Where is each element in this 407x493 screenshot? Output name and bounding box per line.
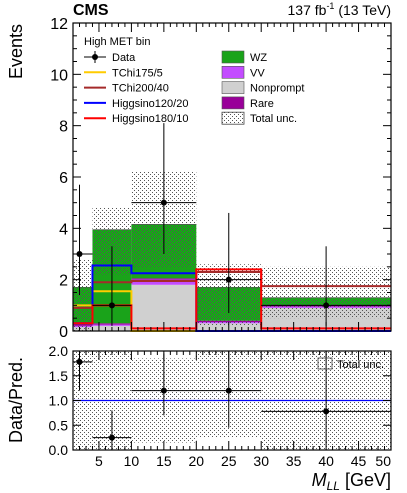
x-tick-label: 50 — [375, 453, 391, 469]
main-y-tick-label: 2 — [59, 273, 68, 290]
ratio-point — [225, 387, 232, 394]
ratio-legend-label: Total unc. — [337, 359, 384, 371]
main-y-tick-label: 4 — [59, 221, 68, 238]
ratio-point — [76, 358, 83, 365]
legend-swatch-nonprompt — [221, 81, 245, 94]
x-tick-label: 10 — [124, 453, 140, 469]
legend-label-vv: VV — [250, 67, 265, 79]
legend-swatch-vv — [221, 66, 245, 79]
main-y-axis-label: Events — [6, 24, 26, 79]
experiment-label: CMS — [73, 2, 109, 19]
legend-label-wz: WZ — [250, 52, 267, 64]
main-panel: 0 2 4 6 8 10 12 Events High MET bin Data TChi17… — [6, 16, 392, 341]
ratio-y-tick-label: 2.0 — [49, 343, 69, 359]
main-y-tick-label: 0 — [59, 324, 68, 341]
ratio-axes: 0.0 0.5 1.0 1.5 2.0 5 10 15 20 25 30 35 40 45 50 — [49, 343, 392, 469]
ratio-legend-swatch — [317, 357, 333, 370]
legend-label-higgsino120-20: Higgsino120/20 — [112, 98, 188, 110]
legend-label-total-unc: Total unc. — [250, 113, 297, 125]
legend-swatch-wz — [221, 50, 245, 64]
ratio-y-tick-label: 0.5 — [49, 417, 69, 433]
legend-label-tchi175-5: TChi175/5 — [112, 67, 163, 79]
lumi-exponent: -1 — [326, 1, 334, 11]
legend-swatch-rare — [221, 96, 245, 110]
x-tick-label: 15 — [156, 453, 172, 469]
ratio-point — [160, 387, 167, 394]
x-tick-label: 40 — [318, 453, 334, 469]
legend-label-nonprompt: Nonprompt — [250, 83, 304, 95]
x-axis-label-sub: LL — [327, 479, 340, 493]
ratio-point — [108, 434, 115, 441]
ratio-y-tick-label: 1.0 — [49, 393, 69, 409]
legend-label-data: Data — [112, 52, 136, 64]
main-y-tick-label: 6 — [59, 170, 68, 187]
legend-label-rare: Rare — [250, 98, 274, 110]
ratio-plot-area — [73, 351, 391, 450]
ratio-point — [323, 408, 330, 415]
main-axes: 0 2 4 6 8 10 12 — [50, 16, 392, 341]
data-point — [225, 276, 232, 283]
x-tick-label: 20 — [189, 453, 205, 469]
stack-bar-rare — [131, 278, 197, 280]
x-axis-label: MLL [GeV] — [312, 470, 391, 493]
legend-data-marker — [92, 54, 98, 60]
main-y-tick-label: 8 — [59, 119, 68, 136]
x-tick-label: 30 — [253, 453, 269, 469]
data-point — [160, 199, 167, 206]
x-tick-label: 35 — [286, 453, 302, 469]
x-tick-label: 45 — [351, 453, 367, 469]
lumi-energy: (13 TeV) — [334, 2, 391, 18]
data-point — [108, 302, 115, 309]
ratio-y-tick-label: 1.5 — [49, 368, 69, 384]
main-y-tick-label: 10 — [50, 67, 68, 84]
category-title: High MET bin — [84, 36, 150, 48]
total-unc-band — [73, 259, 93, 331]
lumi-value: 137 fb — [288, 2, 327, 18]
main-y-tick-label: 12 — [50, 16, 68, 33]
x-axis-label-unit: [GeV] — [340, 470, 391, 490]
data-point — [323, 302, 330, 309]
main-legend: Data TChi175/5 TChi200/40 Higgsino120/20 Hig… — [84, 50, 304, 125]
legend-label-tchi200-40: TChi200/40 — [112, 83, 169, 95]
main-plot-area — [73, 123, 391, 332]
x-tick-label: 25 — [221, 453, 237, 469]
stack-bar-vv — [131, 279, 197, 285]
lumi-label: 137 fb-1 (13 TeV) — [288, 1, 392, 18]
legend-label-higgsino180-10: Higgsino180/10 — [112, 113, 188, 125]
ratio-legend: Total unc. — [317, 357, 384, 371]
ratio-y-axis-label: Data/Pred. — [6, 357, 26, 443]
data-point — [76, 251, 83, 257]
ratio-y-tick-label: 0.0 — [49, 442, 69, 458]
legend-swatch-total-unc — [221, 111, 245, 125]
x-axis-label-main: M — [312, 470, 327, 490]
ratio-panel: 0.0 0.5 1.0 1.5 2.0 5 10 15 20 25 30 35 40 45 50 Data/… — [6, 343, 392, 493]
x-tick-label: 5 — [95, 453, 103, 469]
